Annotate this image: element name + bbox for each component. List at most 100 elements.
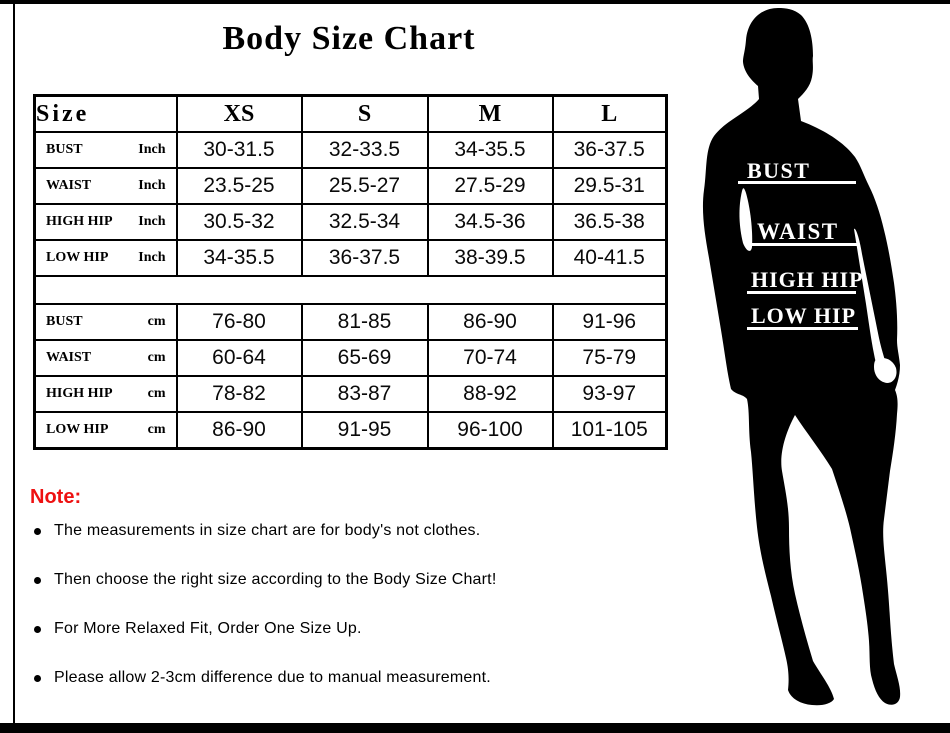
note-bullet-text: For More Relaxed Fit, Order One Size Up. bbox=[54, 620, 362, 637]
column-header-xs: XS bbox=[175, 94, 303, 133]
bullet-dot-icon bbox=[34, 625, 41, 633]
cell-value: 91-95 bbox=[300, 411, 429, 450]
row-unit: cm bbox=[147, 350, 166, 365]
bust-line bbox=[738, 181, 856, 184]
cell-value: 23.5-25 bbox=[175, 167, 303, 205]
column-header-l: L bbox=[551, 94, 668, 133]
bullet-dot-icon bbox=[34, 527, 41, 535]
cell-value: 25.5-27 bbox=[300, 167, 429, 205]
right-arm-gap bbox=[854, 228, 890, 382]
row-unit: Inch bbox=[138, 142, 166, 157]
cell-value: 91-96 bbox=[551, 303, 668, 341]
cell-value: 96-100 bbox=[426, 411, 554, 450]
note-bullet-text: The measurements in size chart are for b… bbox=[54, 522, 481, 539]
bullet-dot-icon bbox=[34, 576, 41, 584]
female-silhouette-figure: BUST WAIST HIGH HIP LOW HIP bbox=[702, 8, 901, 706]
cell-value: 65-69 bbox=[300, 339, 429, 377]
table-row-lowhip-inch: LOW HIP Inch 34-35.5 36-37.5 38-39.5 40-4… bbox=[33, 239, 668, 277]
cell-value: 70-74 bbox=[426, 339, 554, 377]
table-row-highhip-inch: HIGH HIP Inch 30.5-32 32.5-34 34.5-36 36.… bbox=[33, 203, 668, 241]
cell-value: 78-82 bbox=[175, 375, 303, 413]
row-label: WAIST bbox=[46, 350, 92, 365]
note-bullet-list: The measurements in size chart are for b… bbox=[34, 521, 594, 717]
cell-value: 75-79 bbox=[551, 339, 668, 377]
row-label-cell: WAIST Inch bbox=[36, 178, 176, 194]
waist-line bbox=[751, 243, 857, 246]
row-unit: cm bbox=[147, 386, 166, 401]
row-label-cell: BUST cm bbox=[36, 314, 176, 330]
table-row-waist-inch: WAIST Inch 23.5-25 25.5-27 27.5-29 29.5-3… bbox=[33, 167, 668, 205]
row-label: LOW HIP bbox=[46, 250, 109, 265]
cell-value: 30-31.5 bbox=[175, 131, 303, 169]
row-label: WAIST bbox=[46, 178, 92, 193]
table-row-highhip-cm: HIGH HIP cm 78-82 83-87 88-92 93-97 bbox=[33, 375, 668, 413]
figure-label-highhip: HIGH HIP bbox=[751, 267, 864, 292]
female-silhouette bbox=[702, 8, 901, 706]
cell-value: 88-92 bbox=[426, 375, 554, 413]
lowhip-line bbox=[747, 327, 858, 330]
row-label-cell: HIGH HIP Inch bbox=[36, 214, 176, 230]
right-hand-gap bbox=[874, 358, 897, 383]
note-bullet: Then choose the right size according to … bbox=[34, 570, 594, 590]
row-unit: cm bbox=[147, 314, 166, 329]
bottom-border-bar bbox=[0, 723, 950, 733]
cell-value: 30.5-32 bbox=[175, 203, 303, 241]
size-header-cell: Size bbox=[33, 94, 178, 133]
cell-value: 93-97 bbox=[551, 375, 668, 413]
row-label: HIGH HIP bbox=[46, 386, 113, 401]
spacer-cell bbox=[33, 275, 668, 305]
top-border-bar bbox=[0, 0, 950, 4]
row-unit: Inch bbox=[138, 178, 166, 193]
table-row-waist-cm: WAIST cm 60-64 65-69 70-74 75-79 bbox=[33, 339, 668, 377]
cell-value: 27.5-29 bbox=[426, 167, 554, 205]
cell-value: 29.5-31 bbox=[551, 167, 668, 205]
figure-label-lowhip: LOW HIP bbox=[751, 303, 856, 328]
note-bullet: Please allow 2-3cm difference due to man… bbox=[34, 668, 594, 688]
note-bullet-text: Then choose the right size according to … bbox=[54, 571, 497, 588]
note-bullet: The measurements in size chart are for b… bbox=[34, 521, 594, 541]
cell-value: 81-85 bbox=[300, 303, 429, 341]
cell-value: 38-39.5 bbox=[426, 239, 554, 277]
cell-value: 40-41.5 bbox=[551, 239, 668, 277]
row-label-cell: HIGH HIP cm bbox=[36, 386, 176, 402]
cell-value: 83-87 bbox=[300, 375, 429, 413]
row-unit: Inch bbox=[138, 214, 166, 229]
cell-value: 36.5-38 bbox=[551, 203, 668, 241]
table-row-lowhip-cm: LOW HIP cm 86-90 91-95 96-100 101-105 bbox=[33, 411, 668, 450]
left-border-line bbox=[13, 0, 15, 733]
cell-value: 76-80 bbox=[175, 303, 303, 341]
page-title: Body Size Chart bbox=[222, 20, 476, 57]
cell-value: 60-64 bbox=[175, 339, 303, 377]
row-unit: Inch bbox=[138, 250, 166, 265]
bullet-dot-icon bbox=[34, 674, 41, 682]
cell-value: 36-37.5 bbox=[551, 131, 668, 169]
note-heading: Note: bbox=[30, 486, 82, 508]
row-label: BUST bbox=[46, 142, 83, 157]
cell-value: 86-90 bbox=[175, 411, 303, 450]
figure-label-bust: BUST bbox=[747, 158, 810, 183]
table-row-bust-inch: BUST Inch 30-31.5 32-33.5 34-35.5 36-37.5 bbox=[33, 131, 668, 169]
cell-value: 32.5-34 bbox=[300, 203, 429, 241]
row-label: BUST bbox=[46, 314, 83, 329]
row-label-cell: WAIST cm bbox=[36, 350, 176, 366]
cell-value: 34-35.5 bbox=[175, 239, 303, 277]
size-chart-table: Size XS S M L BUST Inch 30-31.5 32-33.5 3… bbox=[33, 94, 668, 450]
row-label-cell: BUST Inch bbox=[36, 142, 176, 158]
row-label: LOW HIP bbox=[46, 422, 109, 437]
cell-value: 34.5-36 bbox=[426, 203, 554, 241]
note-bullet: For More Relaxed Fit, Order One Size Up. bbox=[34, 619, 594, 639]
table-row-bust-cm: BUST cm 76-80 81-85 86-90 91-96 bbox=[33, 303, 668, 341]
cell-value: 86-90 bbox=[426, 303, 554, 341]
highhip-line bbox=[747, 291, 856, 294]
cell-value: 32-33.5 bbox=[300, 131, 429, 169]
cell-value: 36-37.5 bbox=[300, 239, 429, 277]
cell-value: 101-105 bbox=[551, 411, 668, 450]
header-row: Size XS S M L bbox=[33, 94, 668, 133]
row-label-cell: LOW HIP cm bbox=[36, 422, 176, 438]
column-header-m: M bbox=[426, 94, 554, 133]
note-bullet-text: Please allow 2-3cm difference due to man… bbox=[54, 669, 491, 686]
column-header-s: S bbox=[300, 94, 429, 133]
cell-value: 34-35.5 bbox=[426, 131, 554, 169]
figure-label-waist: WAIST bbox=[757, 219, 839, 244]
